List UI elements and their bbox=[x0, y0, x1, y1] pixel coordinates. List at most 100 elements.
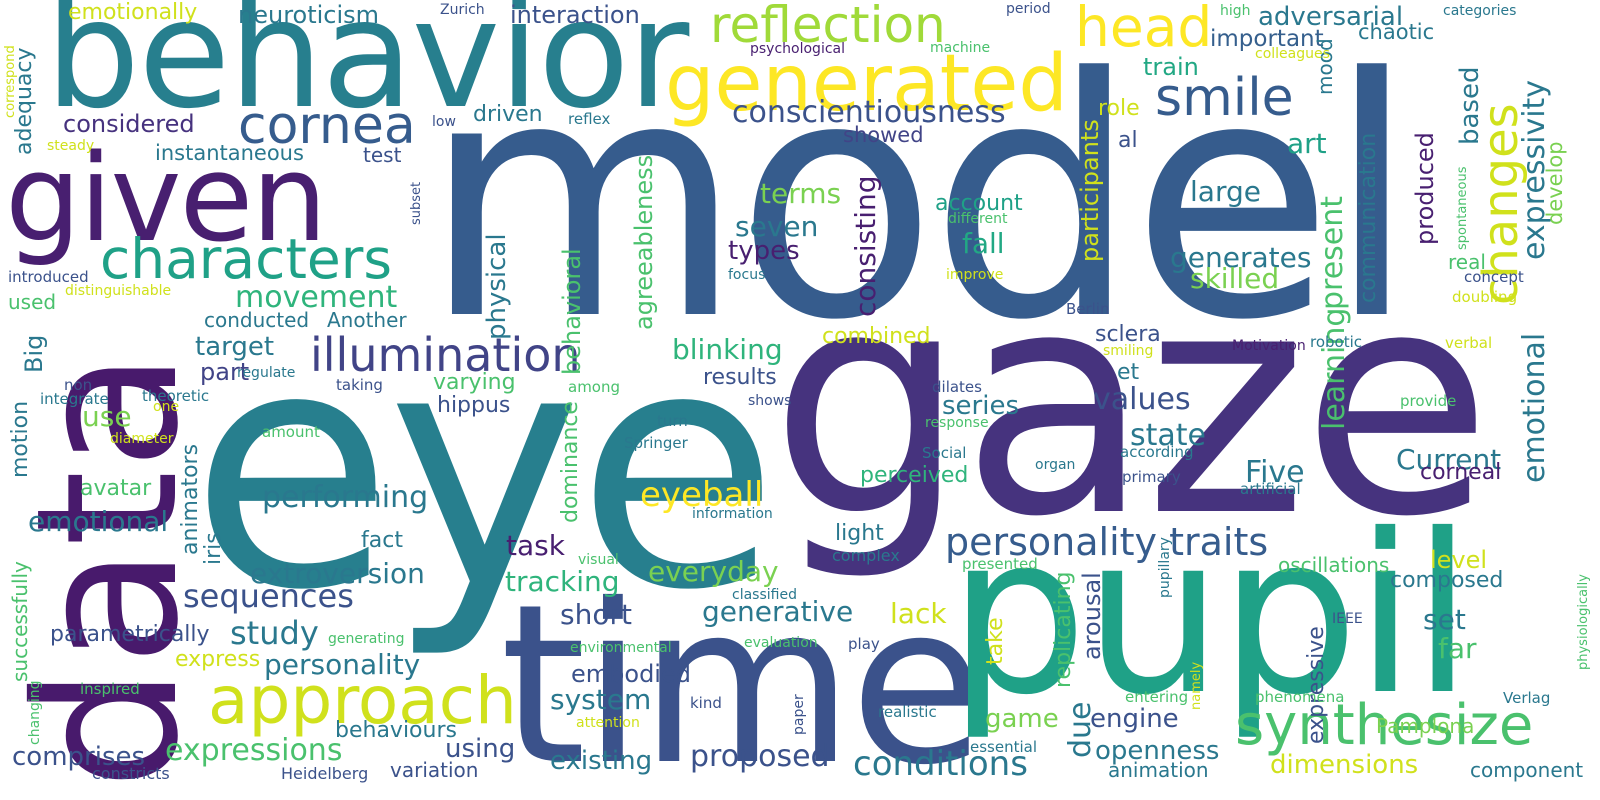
word-set: set bbox=[1423, 603, 1466, 636]
word-due: due bbox=[1063, 701, 1098, 758]
word-expressive: expressive bbox=[1304, 626, 1329, 744]
word-large: large bbox=[1190, 175, 1261, 208]
word-proposed: proposed bbox=[690, 739, 830, 774]
word-inspired: inspired bbox=[80, 680, 140, 698]
word-art: art bbox=[1287, 127, 1327, 160]
word-present: present bbox=[1315, 195, 1350, 310]
word-extroversion: extroversion bbox=[250, 557, 425, 590]
word-another: Another bbox=[327, 308, 407, 332]
word-based: based bbox=[1455, 66, 1485, 145]
word-reflection: reflection bbox=[710, 0, 946, 54]
word-categories: categories bbox=[1443, 3, 1517, 19]
word-organ: organ bbox=[1035, 457, 1076, 473]
word-task: task bbox=[506, 529, 565, 562]
word-evaluation: evaluation bbox=[744, 635, 818, 651]
word-expressions: expressions bbox=[165, 733, 343, 768]
word-important: important bbox=[1210, 26, 1324, 52]
word-seven: seven bbox=[735, 210, 819, 243]
word-account: account bbox=[935, 191, 1023, 216]
word-part: part bbox=[200, 358, 250, 386]
word-response: response bbox=[925, 415, 989, 431]
word-dilates: dilates bbox=[932, 378, 982, 396]
word-characters: characters bbox=[100, 227, 393, 291]
word-head: head bbox=[1075, 0, 1213, 59]
word-steady: steady bbox=[47, 138, 95, 154]
word-sequences: sequences bbox=[183, 577, 354, 615]
word-conscientiousness: conscientiousness bbox=[732, 95, 1006, 130]
word-motivation: Motivation bbox=[1232, 338, 1306, 354]
word-take: take bbox=[983, 617, 1008, 665]
word-given: given bbox=[5, 130, 327, 269]
word-constricts: constricts bbox=[92, 764, 170, 783]
word-successfully: successfully bbox=[8, 561, 32, 682]
word-emotionally: emotionally bbox=[68, 0, 198, 25]
word-skilled: skilled bbox=[1190, 262, 1280, 295]
word-generative: generative bbox=[702, 595, 854, 628]
word-reflex: reflex bbox=[568, 110, 611, 128]
word-smiling: smiling bbox=[1103, 343, 1154, 359]
word-eye: eye bbox=[190, 278, 779, 662]
word-develop: develop bbox=[1543, 141, 1567, 225]
word-everyday: everyday bbox=[648, 555, 779, 588]
word-lack: lack bbox=[890, 597, 947, 630]
word-distinguishable: distinguishable bbox=[65, 283, 172, 299]
word-participants: participants bbox=[1076, 119, 1104, 262]
word-blinking: blinking bbox=[672, 333, 783, 366]
word-al: al bbox=[1118, 128, 1138, 153]
word-iris: iris bbox=[201, 532, 226, 565]
word-produced: produced bbox=[1411, 132, 1439, 245]
word-pupillary: pupillary bbox=[1157, 537, 1173, 598]
word-engine: engine bbox=[1090, 704, 1179, 734]
word-according: according bbox=[1120, 443, 1194, 461]
word-paper: paper bbox=[791, 694, 807, 735]
word-shows: shows bbox=[748, 393, 792, 409]
word-different: different bbox=[948, 211, 1008, 227]
word-interaction: interaction bbox=[510, 1, 640, 29]
word-current: Current bbox=[1396, 443, 1502, 476]
word-primary: primary bbox=[1122, 468, 1181, 486]
word-regulate: regulate bbox=[237, 365, 296, 381]
word-study: study bbox=[230, 614, 319, 652]
word-machine: machine bbox=[930, 40, 991, 56]
word-fact: fact bbox=[361, 528, 403, 553]
word-performing: performing bbox=[262, 480, 429, 515]
word-target: target bbox=[195, 332, 275, 362]
word-types: types bbox=[728, 236, 800, 266]
word-presented: presented bbox=[962, 555, 1038, 573]
word-synthesize: synthesize bbox=[1235, 693, 1534, 758]
word-instantaneous: instantaneous bbox=[155, 141, 304, 165]
word-springer: Springer bbox=[624, 434, 688, 452]
word-robotic: robotic bbox=[1310, 333, 1363, 351]
word-verlag: Verlag bbox=[1503, 689, 1551, 707]
word-doubling: doubling bbox=[1452, 288, 1518, 306]
word-consisting: consisting bbox=[849, 175, 882, 317]
word-illumination: illumination bbox=[310, 328, 581, 382]
word-time: time bbox=[500, 557, 985, 800]
word-train: train bbox=[1143, 53, 1199, 81]
word-generated: generated bbox=[665, 39, 1068, 129]
word-component: component bbox=[1470, 758, 1584, 782]
word-avatar: avatar bbox=[80, 476, 152, 501]
word-eyeball: eyeball bbox=[640, 475, 764, 515]
word-variation: variation bbox=[390, 758, 479, 782]
word-system: system bbox=[550, 683, 652, 716]
word-artificial: artificial bbox=[1240, 480, 1301, 498]
word-improve: improve bbox=[946, 267, 1004, 283]
word-behavior: behavior bbox=[45, 0, 689, 142]
word-neuroticism: neuroticism bbox=[238, 1, 380, 29]
word-behaviours: behaviours bbox=[335, 718, 457, 743]
word-diameter: diameter bbox=[110, 431, 174, 447]
word-conducted: conducted bbox=[204, 308, 310, 332]
word-physical: physical bbox=[482, 233, 512, 340]
word-period: period bbox=[1006, 1, 1051, 17]
word-namely: namely bbox=[1189, 661, 1204, 710]
word-integrate: integrate bbox=[40, 390, 109, 408]
word-psychological: psychological bbox=[750, 41, 845, 57]
word-animation: animation bbox=[1108, 758, 1209, 782]
word-generating: generating bbox=[328, 631, 405, 647]
word-behavioral: behavioral bbox=[558, 248, 586, 375]
word-use: use bbox=[82, 400, 132, 433]
word-driven: driven bbox=[473, 102, 543, 127]
word-attention: attention bbox=[576, 715, 640, 731]
word-colleagues: colleagues bbox=[1255, 46, 1330, 62]
